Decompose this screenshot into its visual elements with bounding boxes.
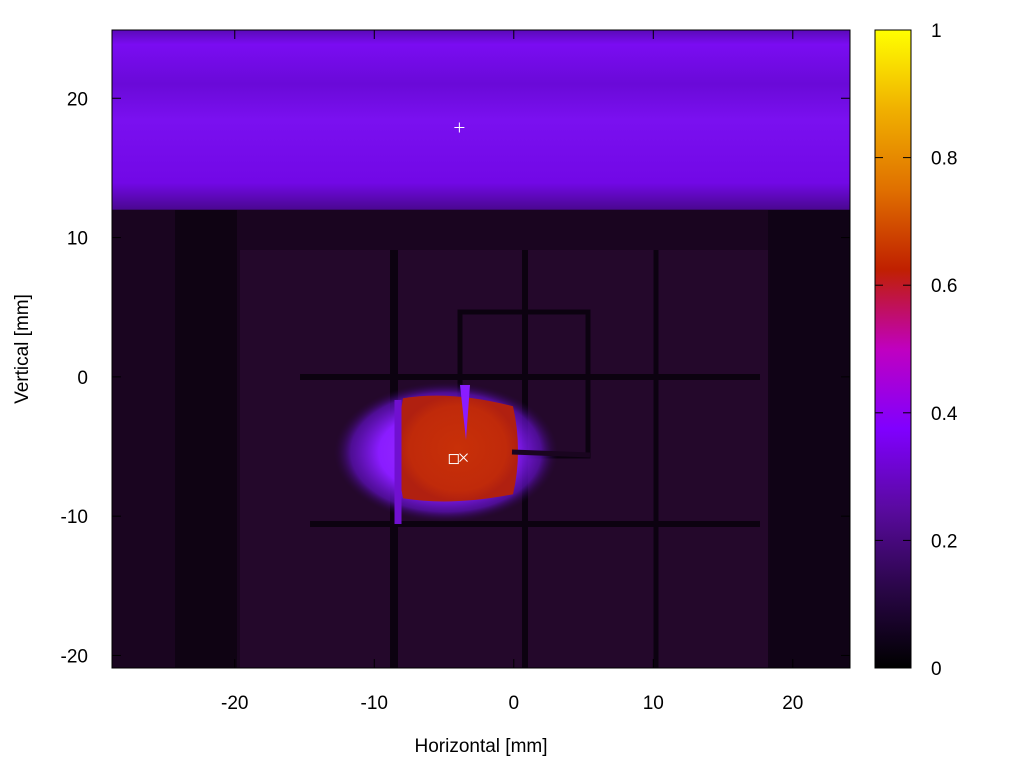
x-axis: -20 -10 0 10 20 xyxy=(221,30,803,714)
colorbar-tick-label: 1 xyxy=(931,21,942,42)
left-dark-strip xyxy=(175,210,237,668)
cross-marker xyxy=(459,453,468,463)
y-axis-title: Vertical [mm] xyxy=(12,294,33,404)
plot-area xyxy=(112,30,850,668)
y-tick-label: 20 xyxy=(67,89,88,110)
y-tick-label: -10 xyxy=(61,507,88,528)
y-tick-label: 10 xyxy=(67,229,88,250)
x-tick-label: -10 xyxy=(361,693,388,714)
x-tick-label: -20 xyxy=(221,693,248,714)
x-tick-label: 0 xyxy=(508,693,519,714)
colorbar-tick-label: 0.8 xyxy=(931,149,957,170)
hot-spot-slit xyxy=(511,449,591,458)
square-marker xyxy=(448,454,459,465)
hot-spot-notch xyxy=(460,385,470,440)
x-tick-label: 10 xyxy=(643,693,664,714)
colorbar-tick-label: 0.2 xyxy=(931,531,957,552)
right-dark-strip xyxy=(768,210,850,668)
plus-marker xyxy=(454,122,465,133)
y-tick-label: 0 xyxy=(77,368,88,389)
hot-spot xyxy=(398,395,519,502)
y-tick-label: -20 xyxy=(61,646,88,667)
markers xyxy=(448,122,468,465)
x-tick-label: 20 xyxy=(782,693,803,714)
plot-frame xyxy=(111,29,851,669)
upper-band xyxy=(112,30,850,210)
colorbar xyxy=(874,29,912,669)
x-axis-title: Horizontal [mm] xyxy=(414,736,547,757)
colorbar-tick-label: 0.4 xyxy=(931,404,958,425)
colorbar-tick-label: 0.6 xyxy=(931,276,957,297)
colorbar-tick-label: 0 xyxy=(931,659,942,680)
colorbar-axis: 0 0.2 0.4 0.6 0.8 1 xyxy=(875,21,958,680)
y-axis: -20 -10 0 10 20 xyxy=(61,89,850,667)
